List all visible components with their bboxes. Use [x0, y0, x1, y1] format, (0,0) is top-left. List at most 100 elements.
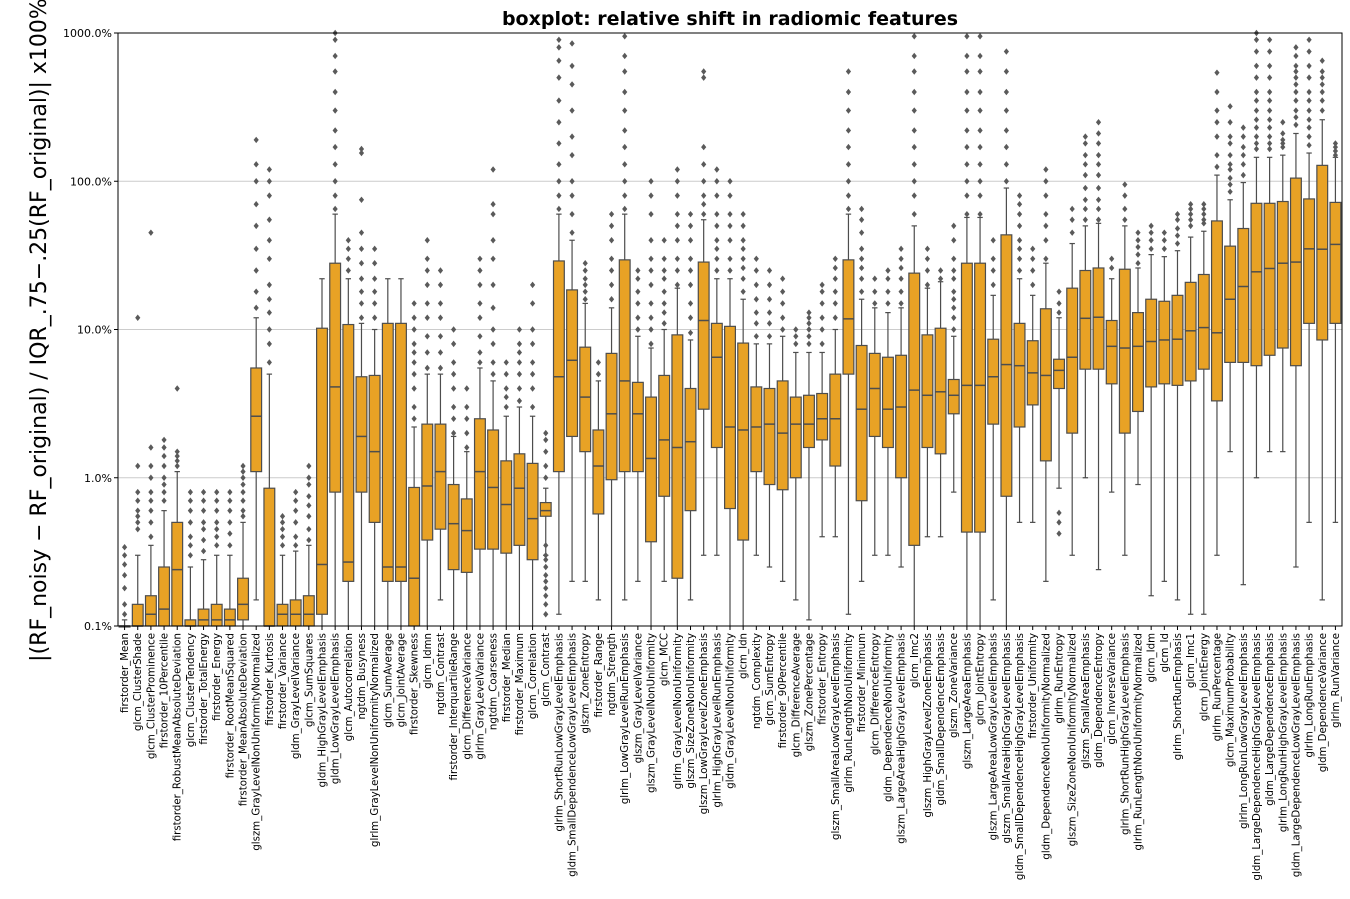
outlier-point: [951, 326, 957, 333]
outlier-point: [1003, 178, 1009, 185]
outlier-point: [214, 488, 220, 496]
outlier-point: [740, 264, 746, 272]
iqr-box: [1263, 202, 1276, 356]
outlier-point: [845, 192, 852, 199]
x-tick-label: ngtdm_Complexity: [752, 633, 763, 729]
box-firstorder_TotalEnergy: [197, 488, 210, 627]
outlier-point: [516, 385, 523, 392]
outlier-point: [161, 444, 167, 451]
outlier-point: [648, 267, 654, 274]
box-firstorder_Mean: [118, 544, 131, 628]
box-glcm_Correlation: [526, 281, 539, 626]
outlier-point: [1253, 88, 1260, 96]
outlier-point: [1267, 124, 1273, 131]
outlier-point: [714, 222, 720, 230]
iqr-box: [1053, 358, 1066, 390]
outlier-point: [424, 281, 430, 289]
outlier-point: [161, 462, 167, 470]
outlier-point: [161, 436, 167, 444]
outlier-point: [714, 192, 720, 199]
outlier-point: [1227, 188, 1233, 195]
outlier-point: [240, 507, 246, 514]
box-gldm_DependenceEntropy: [1092, 119, 1105, 571]
outlier-point: [1293, 114, 1299, 121]
outlier-point: [1069, 216, 1075, 223]
outlier-point: [648, 178, 654, 185]
x-tick-label: firstorder_RobustMeanAbsoluteDeviation: [173, 633, 184, 841]
outlier-point: [753, 333, 759, 340]
outlier-point: [424, 349, 430, 356]
outlier-point: [1332, 140, 1339, 147]
outlier-point: [819, 300, 825, 307]
x-tick-label: glcm_DifferenceVariance: [462, 633, 473, 759]
outlier-point: [661, 255, 667, 262]
outlier-point: [1056, 309, 1062, 316]
outlier-point: [477, 255, 483, 262]
box-gldm_SmallDependenceEmphasis: [934, 267, 947, 538]
iqr-box: [237, 577, 250, 621]
outlier-point: [1161, 237, 1167, 244]
x-tick-label: gldm_HighGrayLevelEmphasis: [318, 633, 329, 787]
outlier-point: [885, 288, 891, 295]
outlier-point: [516, 370, 523, 378]
outlier-point: [740, 237, 746, 244]
outlier-point: [1095, 161, 1102, 168]
iqr-box: [1092, 267, 1105, 370]
outlier-point: [1253, 97, 1260, 104]
outlier-point: [845, 127, 852, 134]
x-tick-label: glszm_HighGrayLevelZoneEmphasis: [923, 633, 934, 818]
outlier-point: [279, 513, 286, 520]
box-gldm_LowGrayLevelEmphasis: [329, 29, 342, 626]
outlier-point: [964, 52, 970, 60]
outlier-point: [780, 326, 786, 333]
outlier-point: [490, 255, 496, 262]
outlier-point: [674, 192, 680, 199]
outlier-point: [253, 161, 259, 168]
outlier-point: [174, 462, 180, 470]
outlier-point: [674, 281, 680, 289]
box-glrlm_GrayLevelVariance: [473, 255, 486, 626]
outlier-point: [740, 255, 746, 262]
outlier-point: [121, 561, 128, 568]
outlier-point: [806, 333, 812, 340]
outlier-point: [543, 429, 549, 437]
x-tick-label: glrlm_HighGrayLevelRunEmphasis: [712, 633, 723, 808]
outlier-point: [648, 255, 654, 262]
outlier-point: [200, 525, 207, 533]
box-glcm_ClusterTendency: [184, 488, 197, 627]
box-firstorder_Median: [500, 359, 513, 626]
x-tick-label: ngtdm_Contrast: [436, 633, 447, 715]
outlier-point: [1253, 124, 1260, 131]
box-glcm_Idn: [737, 210, 750, 626]
outlier-point: [451, 429, 457, 437]
outlier-point: [898, 300, 904, 307]
iqr-box: [921, 334, 934, 449]
outlier-point: [701, 161, 707, 168]
outlier-point: [648, 281, 654, 289]
x-tick-label: glrlm_GrayLevelVariance: [475, 633, 486, 760]
outlier-point: [977, 33, 983, 40]
x-tick-label: glcm_SumAverage: [383, 633, 394, 728]
outlier-point: [543, 462, 549, 470]
outlier-point: [1214, 151, 1220, 159]
outlier-point: [701, 210, 707, 218]
outlier-point: [832, 288, 838, 295]
box-firstorder_Minimum: [855, 205, 868, 582]
box-glrlm_RunLengthNonUniformityNormalized: [1132, 229, 1144, 486]
outlier-point: [780, 314, 786, 321]
iqr-box: [342, 323, 355, 582]
outlier-point: [635, 288, 641, 295]
outlier-point: [608, 222, 615, 230]
outlier-point: [306, 536, 312, 544]
outlier-point: [279, 542, 286, 549]
outlier-point: [859, 205, 865, 213]
outlier-point: [648, 210, 654, 218]
outlier-point: [1306, 88, 1312, 96]
outlier-point: [161, 481, 167, 488]
outlier-point: [529, 359, 536, 366]
outlier-point: [424, 255, 430, 262]
outlier-point: [293, 519, 299, 526]
outlier-point: [1122, 192, 1128, 199]
outlier-point: [674, 237, 680, 244]
box-glszm_ZoneEntropy: [579, 260, 592, 582]
